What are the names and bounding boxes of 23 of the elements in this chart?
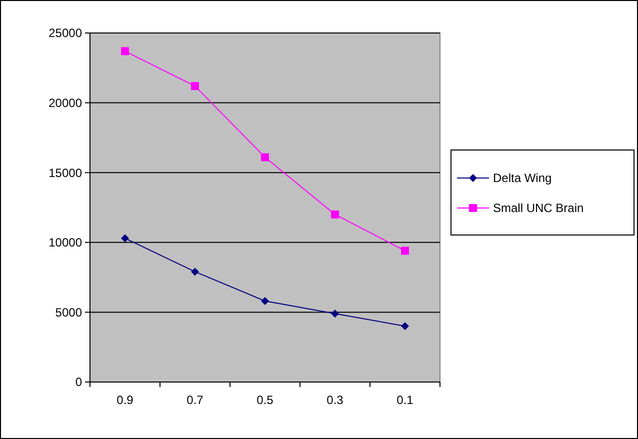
legend-label: Small UNC Brain	[493, 201, 584, 216]
y-tick-label: 10000	[48, 236, 82, 250]
point	[191, 268, 199, 276]
point	[331, 210, 339, 218]
point	[121, 47, 129, 56]
point	[191, 82, 199, 90]
point	[401, 246, 409, 255]
x-tick-label: 0.1	[396, 393, 414, 407]
point	[261, 153, 269, 162]
y-tick-label: 0	[75, 375, 82, 390]
point	[401, 322, 409, 330]
point	[261, 297, 269, 306]
x-tick-label: 0.5	[256, 393, 274, 407]
y-tick-label: 20000	[48, 96, 82, 110]
y-tick-label: 25000	[48, 26, 82, 40]
y-tick-label: 5000	[55, 305, 82, 320]
y-tick-label: 15000	[48, 166, 82, 180]
legend-label: Delta Wing	[493, 171, 552, 186]
point	[331, 310, 339, 318]
x-tick-label: 0.9	[116, 393, 134, 407]
x-tick-label: 0.3	[326, 393, 344, 407]
x-tick-label: 0.7	[186, 393, 204, 407]
point	[121, 234, 129, 242]
